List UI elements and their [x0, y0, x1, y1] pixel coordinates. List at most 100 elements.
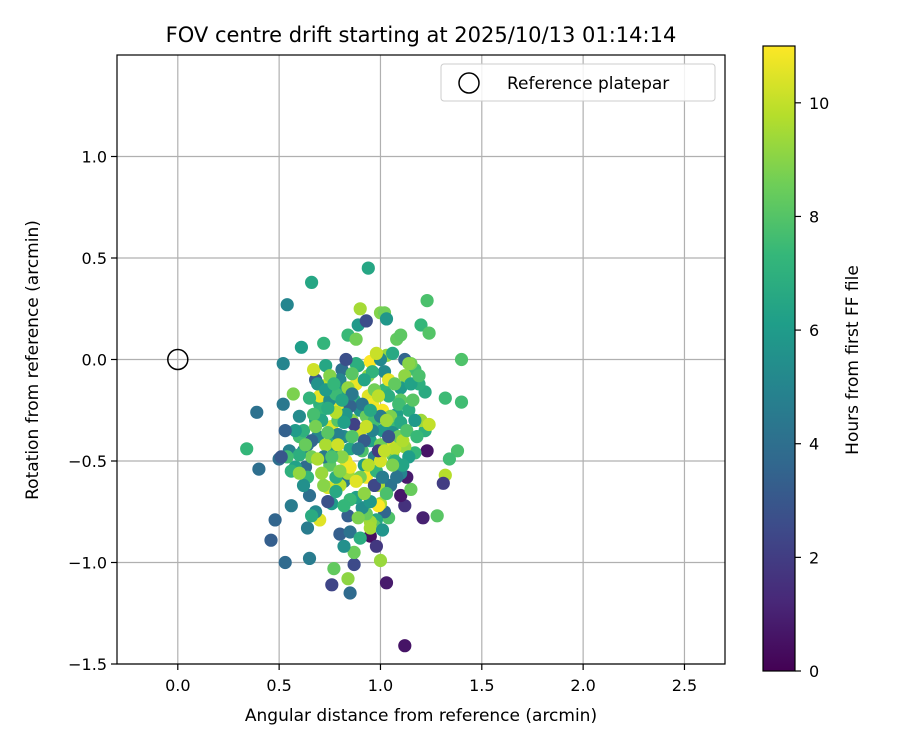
data-point: [343, 525, 357, 539]
data-point: [335, 363, 349, 377]
data-point: [365, 365, 379, 379]
data-point: [284, 499, 298, 513]
data-point: [382, 430, 396, 444]
colorbar-tick-label: 0: [809, 662, 819, 681]
legend-label: Reference platepar: [507, 74, 669, 94]
reference-marker: [167, 348, 189, 371]
colorbar-tick-label: 10: [809, 94, 829, 113]
chart-title: FOV centre drift starting at 2025/10/13 …: [166, 23, 677, 47]
data-point: [292, 448, 306, 462]
data-point: [333, 527, 347, 541]
data-point: [375, 470, 390, 484]
legend-marker: [458, 72, 480, 94]
data-point: [422, 417, 436, 432]
data-point: [296, 478, 311, 492]
y-tick-label: −1.5: [68, 655, 107, 674]
x-tick-label: 1.0: [368, 676, 393, 695]
data-point: [335, 450, 349, 464]
data-point: [321, 401, 335, 415]
data-point: [343, 586, 357, 600]
data-point: [345, 387, 359, 401]
data-point: [292, 409, 306, 423]
data-point: [347, 545, 361, 560]
data-point: [404, 482, 418, 496]
data-point: [292, 466, 306, 480]
data-point: [396, 434, 410, 448]
data-point: [420, 294, 434, 308]
data-point: [278, 424, 292, 438]
data-point: [319, 438, 333, 452]
data-point: [382, 389, 396, 403]
data-point: [398, 639, 412, 653]
colorbar-label: Hours from first FF file: [843, 265, 863, 455]
data-point: [454, 395, 469, 409]
data-point: [302, 391, 317, 405]
data-point: [347, 557, 361, 572]
data-point: [353, 531, 367, 545]
data-point: [436, 476, 450, 490]
data-point: [406, 393, 420, 407]
colorbar: [762, 45, 796, 672]
data-point: [353, 302, 367, 316]
data-point: [337, 499, 351, 513]
data-point: [392, 397, 406, 411]
data-point: [240, 442, 254, 456]
legend: Reference platepar: [440, 63, 716, 102]
data-point: [390, 470, 404, 484]
data-point: [379, 413, 394, 427]
data-point: [317, 478, 331, 492]
colorbar-tick-label: 4: [809, 435, 819, 454]
y-tick-label: −0.5: [68, 452, 107, 471]
data-point: [327, 562, 341, 576]
data-point: [420, 444, 434, 458]
data-point: [386, 458, 400, 472]
data-point: [298, 438, 313, 452]
x-axis-label: Angular distance from reference (arcmin): [245, 706, 597, 726]
data-point: [300, 521, 315, 535]
data-point: [442, 452, 456, 466]
data-point: [394, 328, 408, 342]
data-point: [454, 352, 469, 367]
legend-box: [440, 63, 716, 102]
data-point: [337, 415, 351, 429]
data-point: [359, 419, 373, 434]
data-point: [377, 444, 392, 458]
data-point: [394, 488, 408, 503]
data-point: [349, 474, 363, 488]
data-point: [450, 444, 465, 458]
data-point: [335, 393, 349, 407]
data-point: [329, 484, 343, 499]
data-point: [325, 450, 339, 464]
data-point: [357, 373, 371, 387]
data-point: [309, 419, 323, 434]
data-point: [276, 397, 290, 411]
data-point: [402, 357, 416, 371]
data-point: [321, 426, 335, 440]
data-point: [386, 346, 400, 360]
y-tick-label: −1.0: [68, 554, 107, 573]
data-point: [388, 377, 402, 391]
x-tick-label: 2.5: [672, 676, 697, 695]
data-point: [430, 509, 444, 523]
data-point: [371, 389, 385, 403]
y-axis-label: Rotation from reference (arcmin): [23, 220, 43, 500]
colorbar-ticks: 0 2 4 6 8 10: [795, 94, 829, 681]
data-point: [357, 486, 371, 501]
data-point: [343, 460, 357, 474]
grid: [117, 55, 725, 665]
data-point: [331, 428, 345, 442]
data-point: [305, 509, 319, 523]
data-point: [286, 387, 300, 401]
data-point: [349, 332, 363, 346]
data-point: [438, 391, 452, 405]
data-point: [311, 452, 325, 466]
data-point: [276, 357, 290, 371]
data-point: [414, 318, 428, 332]
data-point: [422, 326, 436, 340]
data-point: [280, 298, 294, 312]
data-point: [252, 462, 266, 476]
data-point: [307, 407, 321, 421]
x-tick-label: 1.5: [469, 676, 494, 695]
data-point: [341, 572, 355, 586]
data-point: [307, 363, 321, 377]
